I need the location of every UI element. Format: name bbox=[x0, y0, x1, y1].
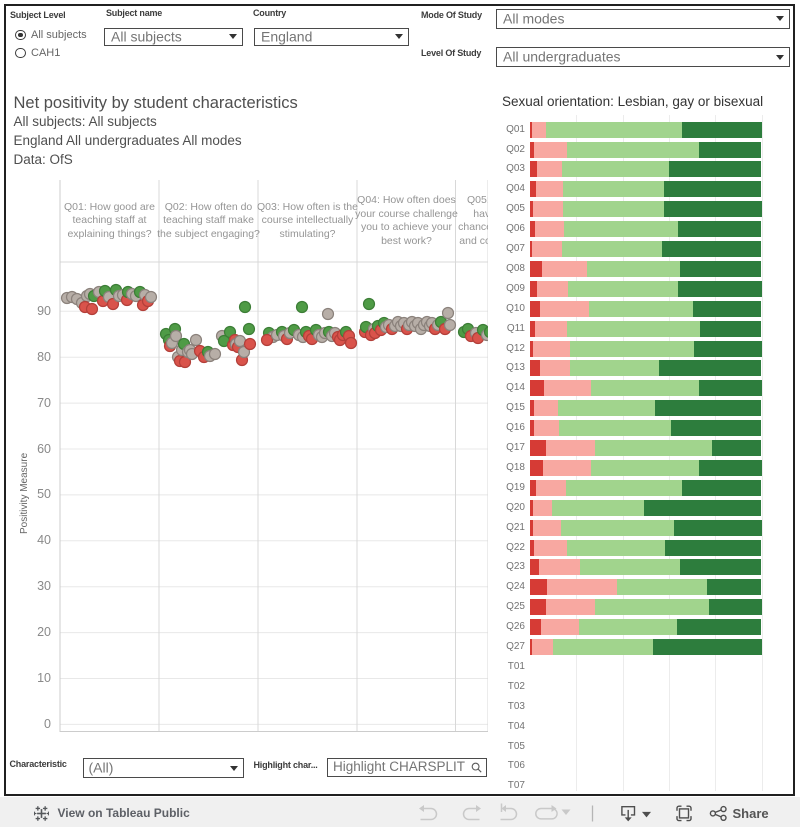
svg-text:Share: Share bbox=[733, 806, 769, 821]
